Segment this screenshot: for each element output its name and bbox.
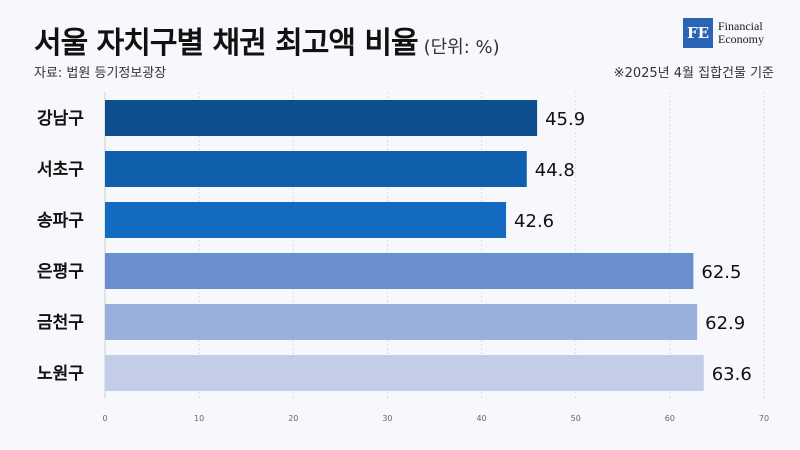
bar xyxy=(105,151,527,187)
logo-line-2: Economy xyxy=(718,32,764,46)
bar xyxy=(105,100,538,136)
category-label: 은평구 xyxy=(37,262,84,282)
x-tick-label: 20 xyxy=(288,414,298,423)
value-label: 63.6 xyxy=(712,364,752,385)
category-label: 금천구 xyxy=(37,313,84,333)
value-label: 62.5 xyxy=(701,262,741,283)
category-label: 강남구 xyxy=(37,109,84,129)
value-label: 62.9 xyxy=(705,313,745,334)
bar xyxy=(105,304,698,340)
value-label: 45.9 xyxy=(545,109,585,130)
x-tick-label: 50 xyxy=(571,414,581,423)
logo-line-1: Financial xyxy=(718,19,763,33)
x-tick-label: 0 xyxy=(102,414,107,423)
x-tick-label: 30 xyxy=(382,414,392,423)
category-label: 노원구 xyxy=(37,364,84,384)
brand-logo: FE Financial Economy xyxy=(683,18,764,48)
value-label: 42.6 xyxy=(514,211,554,232)
bar xyxy=(105,202,507,238)
logo-mark: FE xyxy=(683,18,713,48)
value-label: 44.8 xyxy=(535,160,575,181)
bar xyxy=(105,253,694,289)
x-tick-label: 40 xyxy=(476,414,486,423)
category-label: 서초구 xyxy=(37,160,84,180)
x-tick-label: 60 xyxy=(665,414,675,423)
unit-label: (단위: %) xyxy=(423,37,500,58)
source-label: 자료: 법원 등기정보광장 xyxy=(34,66,167,81)
bar xyxy=(105,355,704,391)
x-tick-label: 70 xyxy=(759,414,769,423)
title-block: 서울 자치구별 채권 최고액 비율 (단위: %) xyxy=(34,18,500,62)
x-tick-label: 10 xyxy=(194,414,204,423)
category-label: 송파구 xyxy=(37,211,84,231)
basis-note: ※2025년 4월 집합건물 기준 xyxy=(613,66,774,81)
page-title: 서울 자치구별 채권 최고액 비율 xyxy=(34,26,419,61)
logo-text: Financial Economy xyxy=(718,20,764,46)
